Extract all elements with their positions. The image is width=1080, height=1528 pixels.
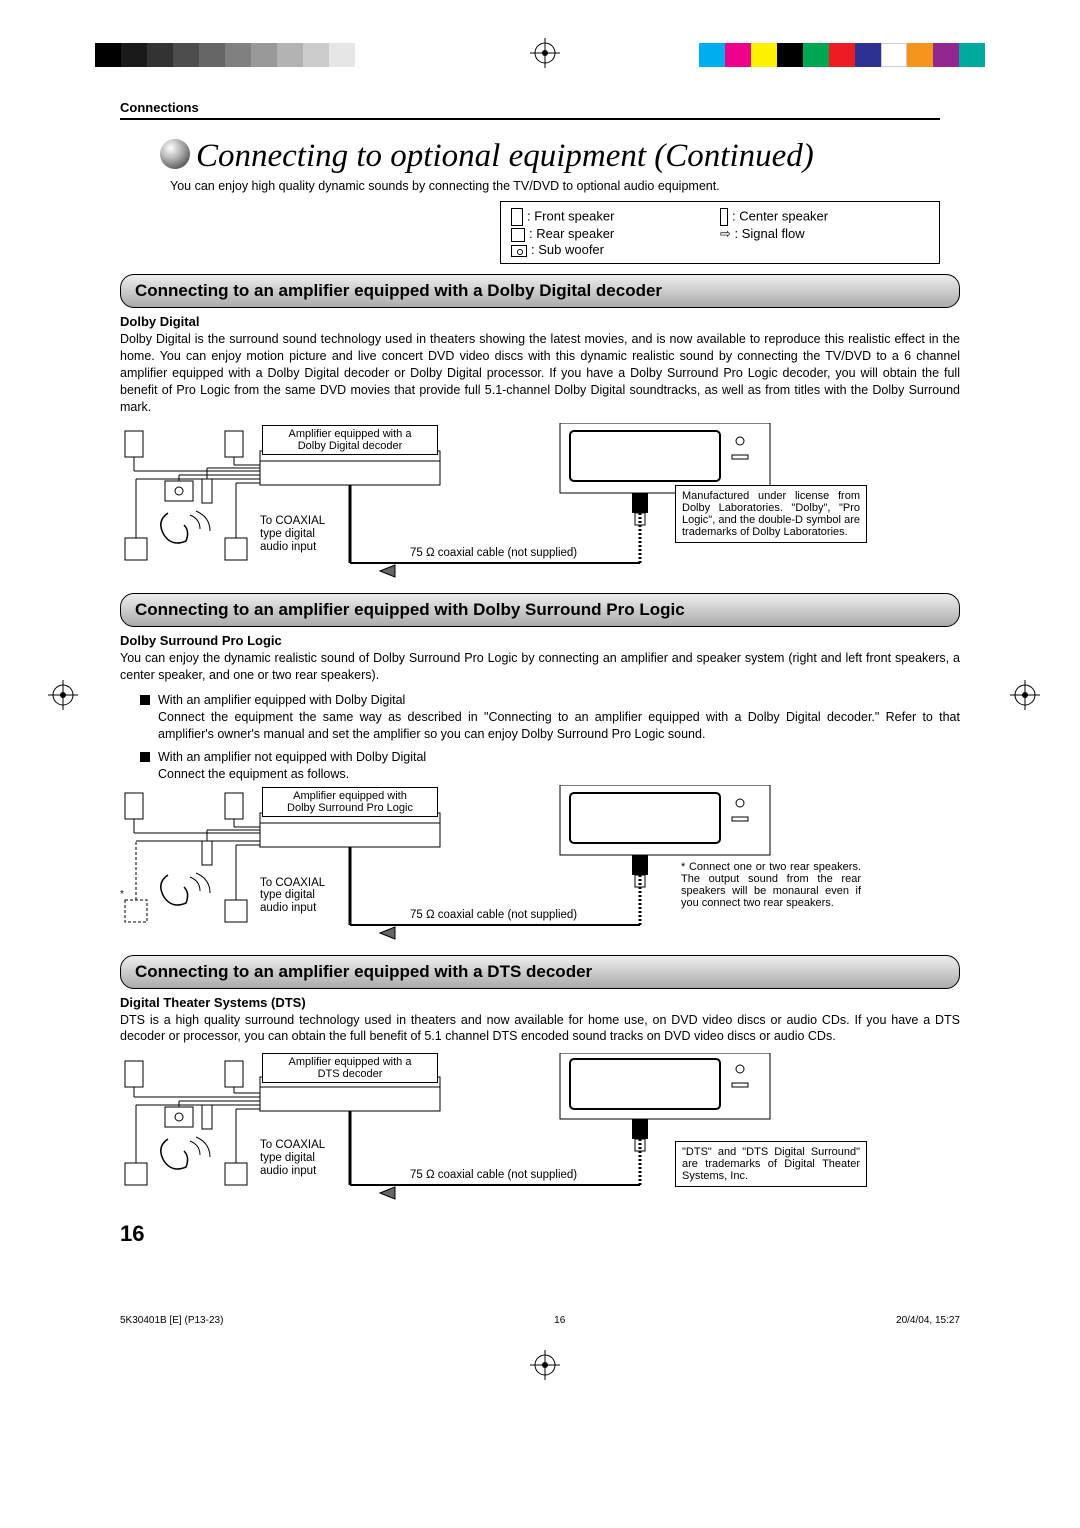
legend-sub: : Sub woofer bbox=[531, 242, 604, 257]
coax-label-2: To COAXIALtype digitalaudio input bbox=[260, 877, 340, 915]
section-body-dolby-digital: Dolby Digital is the surround sound tech… bbox=[120, 331, 960, 415]
bullet-text-2: Connect the equipment as follows. bbox=[158, 767, 349, 781]
bullet-item: With an amplifier equipped with Dolby Di… bbox=[140, 692, 960, 743]
rear-speaker-icon bbox=[511, 228, 525, 242]
footer-right: 20/4/04, 15:27 bbox=[896, 1315, 960, 1326]
diagram-dolby-digital: Amplifier equipped with aDolby Digital d… bbox=[120, 423, 960, 583]
section-sub-prologic: Dolby Surround Pro Logic bbox=[120, 633, 960, 648]
footer-left: 5K30401B [E] (P13-23) bbox=[120, 1315, 223, 1326]
center-speaker-icon bbox=[720, 208, 728, 226]
footer-center: 16 bbox=[554, 1315, 565, 1326]
signal-flow-icon: ⇨ bbox=[720, 226, 735, 241]
bullet-square-icon bbox=[140, 695, 150, 705]
subwoofer-icon bbox=[511, 245, 527, 257]
coax-label-1: To COAXIALtype digitalaudio input bbox=[260, 515, 340, 553]
note-prologic: * Connect one or two rear speakers. The … bbox=[675, 857, 867, 913]
bullet-text-1: Connect the equipment the same way as de… bbox=[158, 710, 960, 741]
crop-mark-top-icon bbox=[530, 38, 560, 68]
amp-label-3: Amplifier equipped with aDTS decoder bbox=[262, 1053, 438, 1083]
section-sub-dts: Digital Theater Systems (DTS) bbox=[120, 995, 960, 1010]
intro-text: You can enjoy high quality dynamic sound… bbox=[170, 179, 960, 193]
legend-rear: : Rear speaker bbox=[529, 226, 614, 241]
note-dts: "DTS" and "DTS Digital Surround" are tra… bbox=[675, 1141, 867, 1187]
speaker-legend: : Front speaker : Center speaker : Rear … bbox=[500, 201, 940, 264]
title-ball-icon bbox=[160, 139, 190, 169]
diagram-prologic: * Amplifier equipped withDolby Surrou bbox=[120, 785, 960, 945]
crop-mark-left-icon bbox=[48, 680, 78, 710]
amp-label-2: Amplifier equipped withDolby Surround Pr… bbox=[262, 787, 438, 817]
cable-label-1: 75 Ω coaxial cable (not supplied) bbox=[410, 547, 577, 559]
section-body-prologic: You can enjoy the dynamic realistic soun… bbox=[120, 650, 960, 684]
diagram-dts: Amplifier equipped with aDTS decoder To … bbox=[120, 1053, 960, 1203]
crop-mark-bottom-icon bbox=[530, 1350, 560, 1380]
page-content: Connections Connecting to optional equip… bbox=[120, 100, 960, 1247]
crop-mark-right-icon bbox=[1010, 680, 1040, 710]
legend-center: : Center speaker bbox=[732, 208, 828, 223]
bullet-title-1: With an amplifier equipped with Dolby Di… bbox=[158, 693, 405, 707]
section-body-dts: DTS is a high quality surround technolog… bbox=[120, 1012, 960, 1046]
bullet-square-icon bbox=[140, 752, 150, 762]
front-speaker-icon bbox=[511, 208, 523, 226]
section-heading-prologic: Connecting to an amplifier equipped with… bbox=[120, 593, 960, 627]
amp-label-1: Amplifier equipped with aDolby Digital d… bbox=[262, 425, 438, 455]
section-sub-dolby-digital: Dolby Digital bbox=[120, 314, 960, 329]
bullet-item: With an amplifier not equipped with Dolb… bbox=[140, 749, 960, 783]
cable-label-2: 75 Ω coaxial cable (not supplied) bbox=[410, 909, 577, 921]
main-title: Connecting to optional equipment (Contin… bbox=[160, 138, 960, 175]
page-number: 16 bbox=[120, 1221, 960, 1247]
section-heading-dolby-digital: Connecting to an amplifier equipped with… bbox=[120, 274, 960, 308]
svg-text:*: * bbox=[120, 889, 124, 900]
note-dolby: Manufactured under license from Dolby La… bbox=[675, 485, 867, 543]
legend-front: : Front speaker bbox=[527, 208, 614, 223]
section-heading-dts: Connecting to an amplifier equipped with… bbox=[120, 955, 960, 989]
header-section-label: Connections bbox=[120, 100, 940, 120]
coax-label-3: To COAXIALtype digitalaudio input bbox=[260, 1139, 340, 1177]
bullet-title-2: With an amplifier not equipped with Dolb… bbox=[158, 750, 426, 764]
main-title-text: Connecting to optional equipment (Contin… bbox=[196, 138, 814, 174]
legend-signal: : Signal flow bbox=[735, 226, 805, 241]
cable-label-3: 75 Ω coaxial cable (not supplied) bbox=[410, 1169, 577, 1181]
page-footer: 5K30401B [E] (P13-23) 16 20/4/04, 15:27 bbox=[120, 1315, 960, 1326]
